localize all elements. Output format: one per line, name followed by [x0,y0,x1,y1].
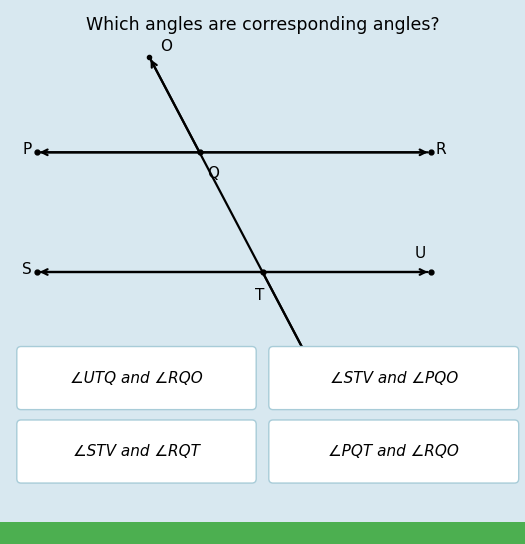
Text: Q: Q [207,166,219,181]
FancyBboxPatch shape [269,347,519,410]
Text: O: O [160,39,172,54]
Text: ∠STV and ∠PQO: ∠STV and ∠PQO [330,370,458,386]
Text: ∠STV and ∠RQT: ∠STV and ∠RQT [73,444,200,459]
Text: V: V [287,363,297,379]
Text: P: P [22,142,32,157]
FancyBboxPatch shape [269,420,519,483]
Text: ∠PQT and ∠RQO: ∠PQT and ∠RQO [328,444,459,459]
Text: S: S [22,262,32,277]
Text: ∠UTQ and ∠RQO: ∠UTQ and ∠RQO [70,370,203,386]
Bar [0,522,525,544]
FancyBboxPatch shape [17,420,256,483]
Text: T: T [255,288,265,304]
Text: U: U [414,246,426,261]
Text: Which angles are corresponding angles?: Which angles are corresponding angles? [86,16,439,34]
Text: R: R [436,142,446,157]
FancyBboxPatch shape [17,347,256,410]
